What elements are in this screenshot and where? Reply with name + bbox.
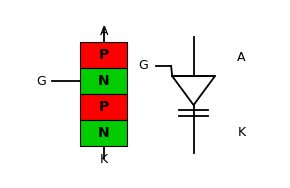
- Text: A: A: [99, 25, 108, 39]
- Bar: [80, 42, 127, 68]
- Text: G: G: [37, 75, 46, 88]
- Bar: [80, 120, 127, 146]
- Bar: [80, 68, 127, 94]
- Text: K: K: [238, 126, 246, 139]
- Text: P: P: [99, 100, 109, 114]
- Text: G: G: [138, 59, 148, 73]
- Text: A: A: [238, 51, 246, 64]
- Text: P: P: [99, 48, 109, 62]
- Bar: [80, 94, 127, 120]
- Text: N: N: [98, 126, 110, 140]
- Text: N: N: [98, 74, 110, 88]
- Text: K: K: [99, 153, 108, 166]
